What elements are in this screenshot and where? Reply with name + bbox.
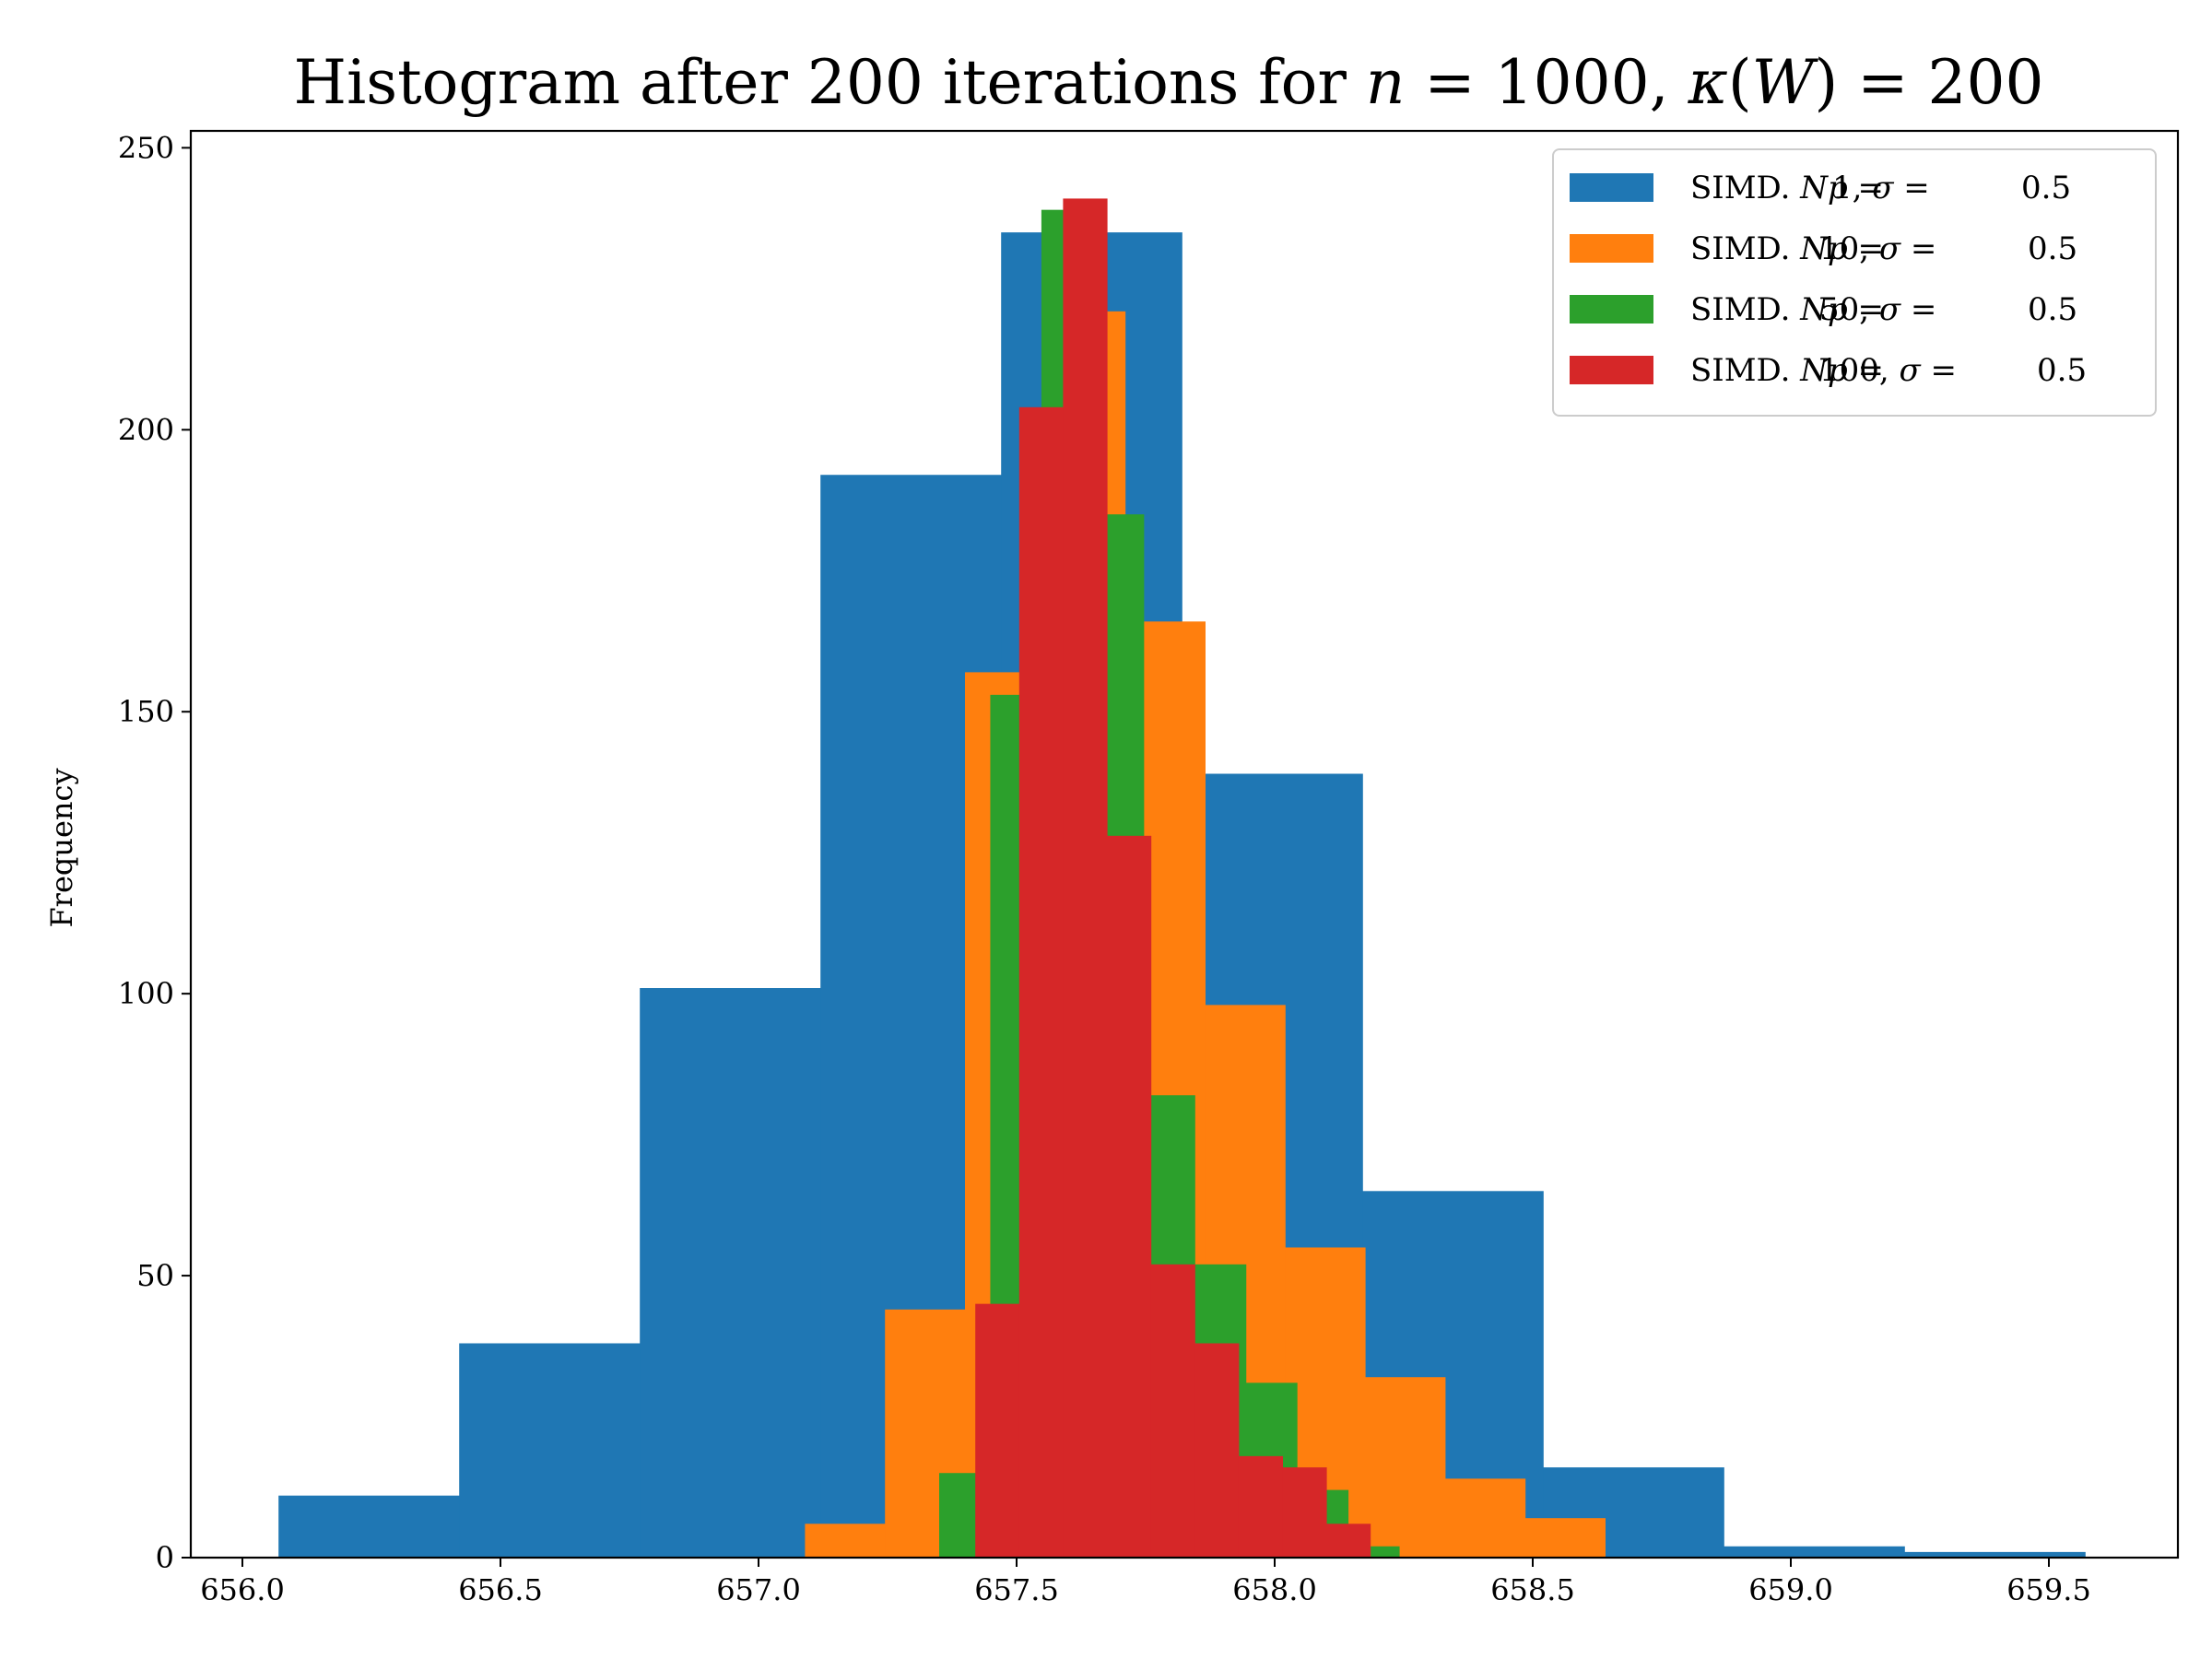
x-tick-label: 659.5	[2006, 1572, 2091, 1607]
histogram-bar	[1150, 1264, 1195, 1558]
legend-swatch-np1	[1570, 173, 1653, 202]
y-tick-label: 250	[118, 130, 174, 165]
title-w-symbol: W	[1752, 47, 1819, 118]
y-tick-label: 150	[118, 694, 174, 729]
legend-swatch-np50	[1570, 295, 1653, 324]
series-np100	[975, 198, 1371, 1558]
x-tick-label: 659.0	[1748, 1572, 1833, 1607]
histogram-bar	[1063, 198, 1108, 1558]
title-n-symbol: n	[1366, 47, 1406, 118]
bars-layer	[278, 198, 2086, 1558]
histogram-bar	[640, 988, 821, 1558]
histogram-bar	[1107, 835, 1152, 1558]
y-tick-label: 200	[118, 412, 174, 447]
title-kappa-symbol: κ	[1688, 47, 1728, 118]
y-tick-label: 0	[156, 1540, 174, 1575]
histogram-bar	[1365, 1377, 1446, 1558]
histogram-bar	[278, 1495, 460, 1558]
legend: SIMD. Np = 1, σ = 0.5 SIMD. Np = 10, σ =…	[1552, 148, 2157, 417]
legend-frame	[1552, 148, 2157, 417]
histogram-bar	[1326, 1524, 1371, 1558]
title-n-value: = 1000,	[1405, 47, 1688, 118]
title-prefix: Histogram after 200 iterations for	[294, 47, 1366, 118]
x-tick-label: 656.0	[200, 1572, 285, 1607]
x-tick-label: 658.0	[1232, 1572, 1317, 1607]
histogram-bar	[975, 1303, 1020, 1558]
legend-label-np1: SIMD. Np = 1, σ = 0.5	[1690, 170, 2071, 206]
x-tick-label: 656.5	[458, 1572, 543, 1607]
y-tick-label: 100	[118, 976, 174, 1011]
histogram-bar	[1194, 1343, 1240, 1558]
histogram-bar	[805, 1524, 886, 1558]
histogram-bar	[1524, 1518, 1606, 1558]
x-tick-label: 657.5	[974, 1572, 1059, 1607]
histogram-bar	[1444, 1478, 1526, 1558]
x-tick-label: 658.5	[1490, 1572, 1575, 1607]
legend-swatch-np100	[1570, 356, 1653, 384]
legend-swatch-np10	[1570, 234, 1653, 263]
histogram-bar	[1724, 1546, 1905, 1558]
histogram-bar	[459, 1343, 641, 1558]
histogram-bar	[1018, 406, 1064, 1558]
y-axis-label: Frequency	[44, 768, 79, 927]
title-paren-open: (	[1728, 47, 1752, 118]
title-paren-close: ) = 200	[1814, 47, 2043, 118]
chart-title: Histogram after 200 iterations for n = 1…	[294, 47, 2044, 118]
histogram-bar	[1904, 1551, 2086, 1558]
axes-frame	[189, 129, 2180, 1559]
legend-label-np50: SIMD. Np = 50, σ = 0.5	[1690, 291, 2077, 328]
legend-label-np10: SIMD. Np = 10, σ = 0.5	[1690, 230, 2077, 267]
histogram-bar	[1238, 1455, 1283, 1558]
y-tick-label: 50	[136, 1258, 174, 1293]
x-axis-ticks: 656.0 656.5 657.0 657.5 658.0 658.5 659.0 659.5	[200, 1558, 2091, 1607]
histogram-bar	[1282, 1467, 1327, 1558]
y-axis-ticks: 0 50 100 150 200 250	[118, 130, 191, 1575]
x-tick-label: 657.0	[716, 1572, 801, 1607]
legend-label-np100: SIMD. Np = 100, σ = 0.5	[1690, 352, 2087, 389]
